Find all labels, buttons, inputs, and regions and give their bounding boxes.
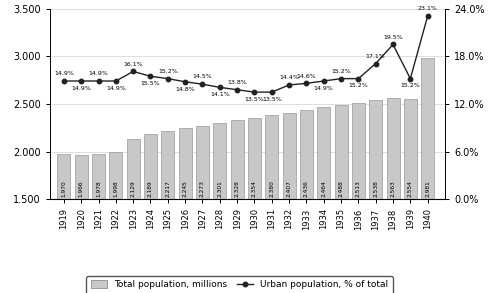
Text: 14.1%: 14.1% (210, 92, 230, 97)
Text: 2.981: 2.981 (425, 180, 430, 197)
Bar (421, 58, 434, 293)
Urban population, % of total (356, 77, 362, 80)
Text: 14.9%: 14.9% (54, 71, 74, 76)
Text: 13.8%: 13.8% (227, 80, 247, 85)
Bar (317, 108, 330, 293)
Urban population, % of total (252, 90, 258, 94)
Text: 2.513: 2.513 (356, 180, 361, 197)
Text: 2.538: 2.538 (373, 180, 378, 197)
Text: 2.464: 2.464 (321, 180, 326, 197)
Urban population, % of total (286, 83, 292, 87)
Bar (92, 154, 105, 293)
Text: 2.554: 2.554 (408, 180, 413, 197)
Text: 2.436: 2.436 (304, 180, 309, 197)
Bar (110, 152, 122, 293)
Text: 2.407: 2.407 (286, 180, 292, 197)
Text: 2.563: 2.563 (390, 180, 396, 197)
Text: 14.9%: 14.9% (314, 86, 334, 91)
Text: 16.1%: 16.1% (124, 62, 143, 67)
Text: 2.380: 2.380 (270, 180, 274, 197)
Text: 15.2%: 15.2% (331, 69, 351, 74)
Bar (404, 99, 417, 293)
Text: 2.488: 2.488 (338, 180, 344, 197)
Text: 2.129: 2.129 (130, 180, 136, 197)
Text: 1.966: 1.966 (78, 181, 84, 197)
Text: 13.5%: 13.5% (244, 97, 264, 102)
Urban population, % of total (269, 90, 275, 94)
Text: 14.4%: 14.4% (279, 75, 299, 80)
Bar (248, 118, 261, 293)
Bar (126, 139, 140, 293)
Text: 17.1%: 17.1% (366, 54, 386, 59)
Urban population, % of total (372, 62, 378, 65)
Bar (386, 98, 400, 293)
Text: 2.273: 2.273 (200, 180, 205, 197)
Text: 2.245: 2.245 (182, 180, 188, 197)
Urban population, % of total (390, 43, 396, 46)
Text: 14.9%: 14.9% (106, 86, 126, 91)
Urban population, % of total (148, 74, 154, 78)
Bar (162, 131, 174, 293)
Urban population, % of total (320, 79, 326, 83)
Text: 2.328: 2.328 (234, 180, 240, 197)
Bar (74, 155, 88, 293)
Bar (300, 110, 313, 293)
Text: 14.9%: 14.9% (88, 71, 108, 76)
Line: Urban population, % of total: Urban population, % of total (62, 14, 430, 94)
Urban population, % of total (304, 82, 310, 85)
Text: 1.978: 1.978 (96, 180, 101, 197)
Urban population, % of total (200, 82, 205, 86)
Text: 2.354: 2.354 (252, 180, 257, 197)
Legend: Total population, millions, Urban population, % of total: Total population, millions, Urban popula… (86, 276, 393, 293)
Bar (369, 100, 382, 293)
Bar (178, 128, 192, 293)
Urban population, % of total (165, 77, 171, 80)
Text: 13.5%: 13.5% (262, 97, 281, 102)
Text: 1.970: 1.970 (62, 180, 66, 197)
Urban population, % of total (217, 86, 223, 89)
Urban population, % of total (113, 79, 119, 83)
Urban population, % of total (424, 14, 430, 18)
Text: 15.2%: 15.2% (400, 84, 420, 88)
Urban population, % of total (130, 70, 136, 73)
Text: 14.8%: 14.8% (176, 86, 195, 91)
Urban population, % of total (78, 79, 84, 83)
Urban population, % of total (96, 79, 102, 83)
Text: 1.998: 1.998 (114, 180, 118, 197)
Text: 15.5%: 15.5% (140, 81, 160, 86)
Text: 2.189: 2.189 (148, 180, 153, 197)
Urban population, % of total (61, 79, 67, 83)
Text: 15.2%: 15.2% (158, 69, 178, 74)
Bar (282, 113, 296, 293)
Urban population, % of total (338, 77, 344, 80)
Bar (196, 126, 209, 293)
Text: 14.5%: 14.5% (192, 74, 212, 79)
Text: 2.301: 2.301 (218, 180, 222, 197)
Urban population, % of total (182, 80, 188, 84)
Text: 14.9%: 14.9% (71, 86, 91, 91)
Bar (352, 103, 365, 293)
Bar (334, 105, 347, 293)
Urban population, % of total (408, 77, 414, 80)
Text: 14.6%: 14.6% (296, 74, 316, 79)
Bar (144, 134, 157, 293)
Text: 2.217: 2.217 (166, 180, 170, 197)
Bar (58, 154, 70, 293)
Text: 23.1%: 23.1% (418, 6, 438, 11)
Urban population, % of total (234, 88, 240, 91)
Text: 15.2%: 15.2% (348, 84, 368, 88)
Bar (266, 115, 278, 293)
Text: 19.5%: 19.5% (383, 35, 403, 40)
Bar (230, 120, 243, 293)
Bar (214, 123, 226, 293)
